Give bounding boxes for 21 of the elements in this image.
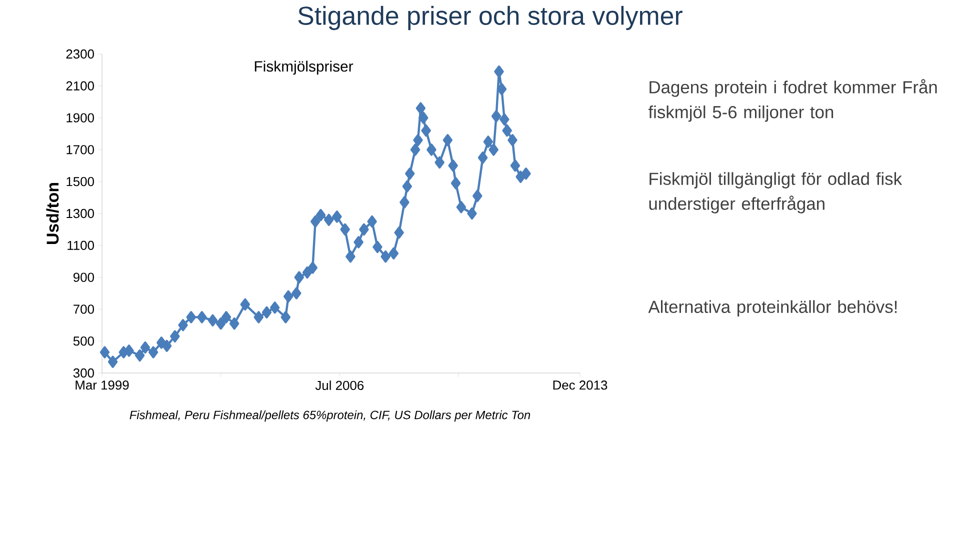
y-tick-label: 500: [73, 336, 94, 346]
text: Dagens protein i fodret kommer Från fiskmjöl 5-6 miljoner ton: [648, 79, 937, 122]
y-tick-label: 1300: [66, 208, 94, 218]
y-tick-label: 300: [73, 368, 94, 378]
chart-subtitle: Fiskmjölspriser: [254, 60, 354, 75]
y-tick-label: 2100: [66, 81, 94, 90]
text: Fiskmjöl tillgängligt för odlad fisk understiger efterfrågan: [649, 172, 902, 214]
chart-title: Stigande priser och stora volymer: [298, 6, 682, 30]
x-tick-label: Dec 2013: [553, 380, 608, 390]
y-tick-label: 700: [74, 304, 94, 314]
text: Alternativa proteinkällor behövs!: [648, 300, 897, 316]
text: Fishmeal, Peru Fishmeal/pellets 65%protein, CIF, US Dollars per Metric Ton: [130, 410, 530, 422]
y-tick-label: 2300: [66, 49, 94, 59]
y-tick-label: 900: [73, 272, 94, 282]
x-tick-label: Mar 1999: [76, 380, 129, 390]
x-tick-label: Jul 2006: [315, 380, 364, 390]
y-tick-label: 1700: [66, 145, 94, 154]
y-tick-label: 1900: [66, 113, 94, 122]
y-tick-label: 1500: [66, 177, 94, 186]
y-axis-title: Usd/ton: [46, 183, 59, 244]
y-tick-label: 1100: [68, 240, 94, 250]
